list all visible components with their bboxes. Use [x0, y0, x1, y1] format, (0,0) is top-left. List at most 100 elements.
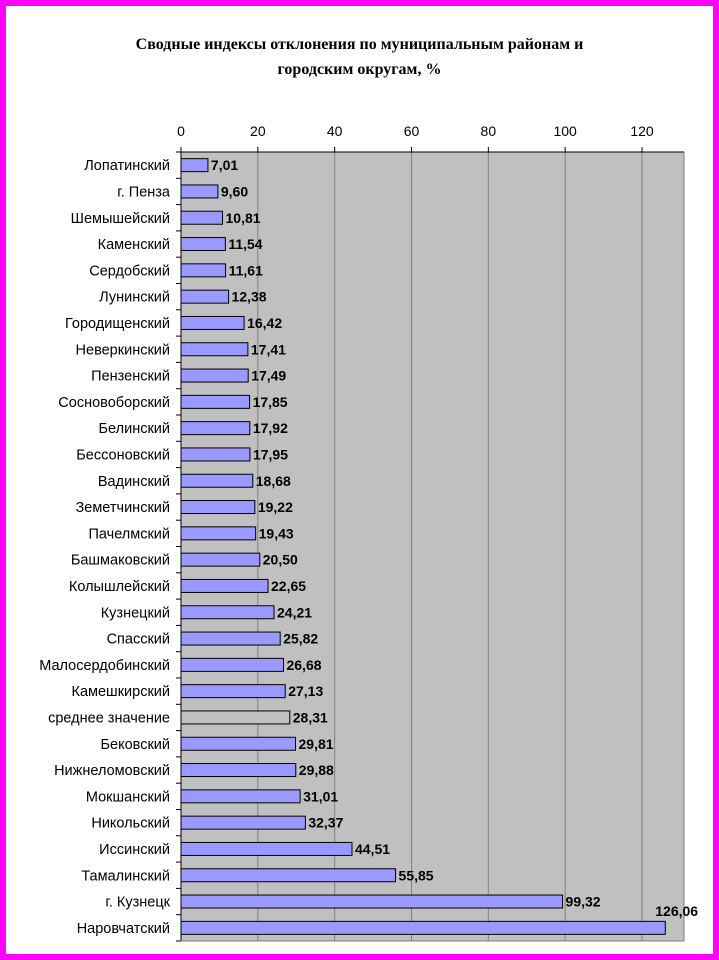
bar	[180, 763, 297, 778]
data-label: 19,43	[259, 525, 294, 541]
data-label: 32,37	[308, 815, 343, 831]
bar	[180, 158, 209, 173]
bar	[180, 421, 251, 436]
bar	[180, 815, 306, 830]
data-label: 29,81	[299, 736, 334, 752]
bar	[180, 736, 297, 751]
category-label: г. Пенза	[117, 184, 171, 200]
data-label: 25,82	[283, 631, 318, 647]
data-label: 9,60	[221, 183, 248, 199]
category-label: Камешкирский	[72, 684, 170, 700]
category-label: Вадинский	[98, 474, 170, 490]
category-label: Бековский	[101, 737, 170, 753]
category-label: Кузнецкий	[101, 605, 170, 621]
data-label: 27,13	[288, 683, 323, 699]
bar	[180, 578, 269, 593]
category-label: Спасский	[107, 632, 170, 648]
data-label: 17,95	[253, 446, 288, 462]
data-label: 11,61	[229, 262, 263, 278]
category-label: Сердобский	[89, 263, 170, 279]
category-label: Нижнеломовский	[54, 763, 170, 779]
category-label: Бессоновский	[76, 447, 170, 463]
bar	[180, 368, 249, 383]
data-label: 10,81	[226, 210, 261, 226]
bar	[180, 210, 224, 225]
data-label: 17,49	[251, 368, 286, 384]
bar	[180, 526, 257, 541]
data-label: 17,92	[253, 420, 288, 436]
bar	[180, 315, 245, 330]
category-label: Каменский	[98, 237, 170, 253]
chart-title-line-2: городским округам, %	[277, 61, 442, 78]
category-label: Иссинский	[99, 842, 170, 858]
data-label: 44,51	[355, 841, 390, 857]
bar	[180, 605, 275, 620]
bar	[180, 684, 286, 699]
category-label: г. Кузнецк	[105, 895, 170, 911]
bar	[180, 184, 219, 199]
data-label: 18,68	[256, 473, 291, 489]
bar	[180, 289, 230, 304]
data-label: 20,50	[263, 552, 298, 568]
data-label: 31,01	[303, 788, 338, 804]
data-label: 99,32	[566, 894, 601, 910]
x-tick-label: 80	[481, 123, 497, 139]
data-label: 11,54	[228, 236, 262, 252]
category-label: Лопатинский	[84, 158, 170, 174]
data-label: 19,22	[258, 499, 293, 515]
data-label: 12,38	[232, 289, 267, 305]
x-tick-label: 120	[630, 123, 654, 139]
x-tick-label: 100	[553, 123, 577, 139]
bar	[180, 868, 397, 883]
x-tick-label: 60	[404, 123, 420, 139]
data-label: 28,31	[293, 709, 328, 725]
bar	[180, 500, 256, 515]
bar	[180, 894, 564, 909]
x-tick-label: 0	[177, 123, 185, 139]
chart-title-line-1: Сводные индексы отклонения по муниципаль…	[135, 36, 584, 53]
bar	[180, 920, 666, 935]
plot-area	[181, 152, 684, 941]
data-label: 17,41	[251, 341, 286, 357]
category-label: Малосердобинский	[39, 658, 170, 674]
data-label: 55,85	[399, 867, 434, 883]
data-label: 16,42	[247, 315, 282, 331]
x-tick-label: 40	[327, 123, 343, 139]
category-label: Белинский	[99, 421, 170, 437]
category-label: Пачелмский	[88, 526, 170, 542]
category-label: Шемышейский	[71, 211, 170, 227]
category-label: Колышлейский	[69, 579, 170, 595]
bar	[180, 657, 284, 672]
data-label: 7,01	[211, 157, 238, 173]
data-label: 126,06	[655, 903, 698, 919]
data-label: 29,88	[299, 762, 334, 778]
bar	[180, 841, 353, 856]
category-label: Никольский	[91, 816, 170, 832]
chart-title: Сводные индексы отклонения по муниципаль…	[0, 32, 719, 82]
bar	[180, 710, 291, 725]
data-label: 22,65	[271, 578, 306, 594]
category-label: Пензенский	[91, 369, 170, 385]
category-label: Наровчатский	[77, 921, 170, 937]
data-label: 17,85	[253, 394, 288, 410]
bar	[180, 394, 251, 409]
bar	[180, 237, 226, 252]
data-label: 26,68	[286, 657, 321, 673]
category-label: Тамалинский	[81, 868, 170, 884]
category-label: Мокшанский	[86, 789, 170, 805]
x-tick-label: 20	[250, 123, 266, 139]
bar	[180, 631, 281, 646]
bar	[180, 473, 254, 488]
category-label: Неверкинский	[76, 342, 170, 358]
category-label: Городищенский	[65, 316, 170, 332]
category-label: Лунинский	[99, 290, 170, 306]
bar	[180, 789, 301, 804]
category-label: Земетчинский	[76, 500, 170, 516]
bar	[180, 447, 251, 462]
bar	[180, 263, 227, 278]
category-label: Сосновоборский	[58, 395, 170, 411]
category-label: среднее значение	[48, 710, 170, 726]
bar	[180, 552, 261, 567]
data-label: 24,21	[277, 604, 312, 620]
